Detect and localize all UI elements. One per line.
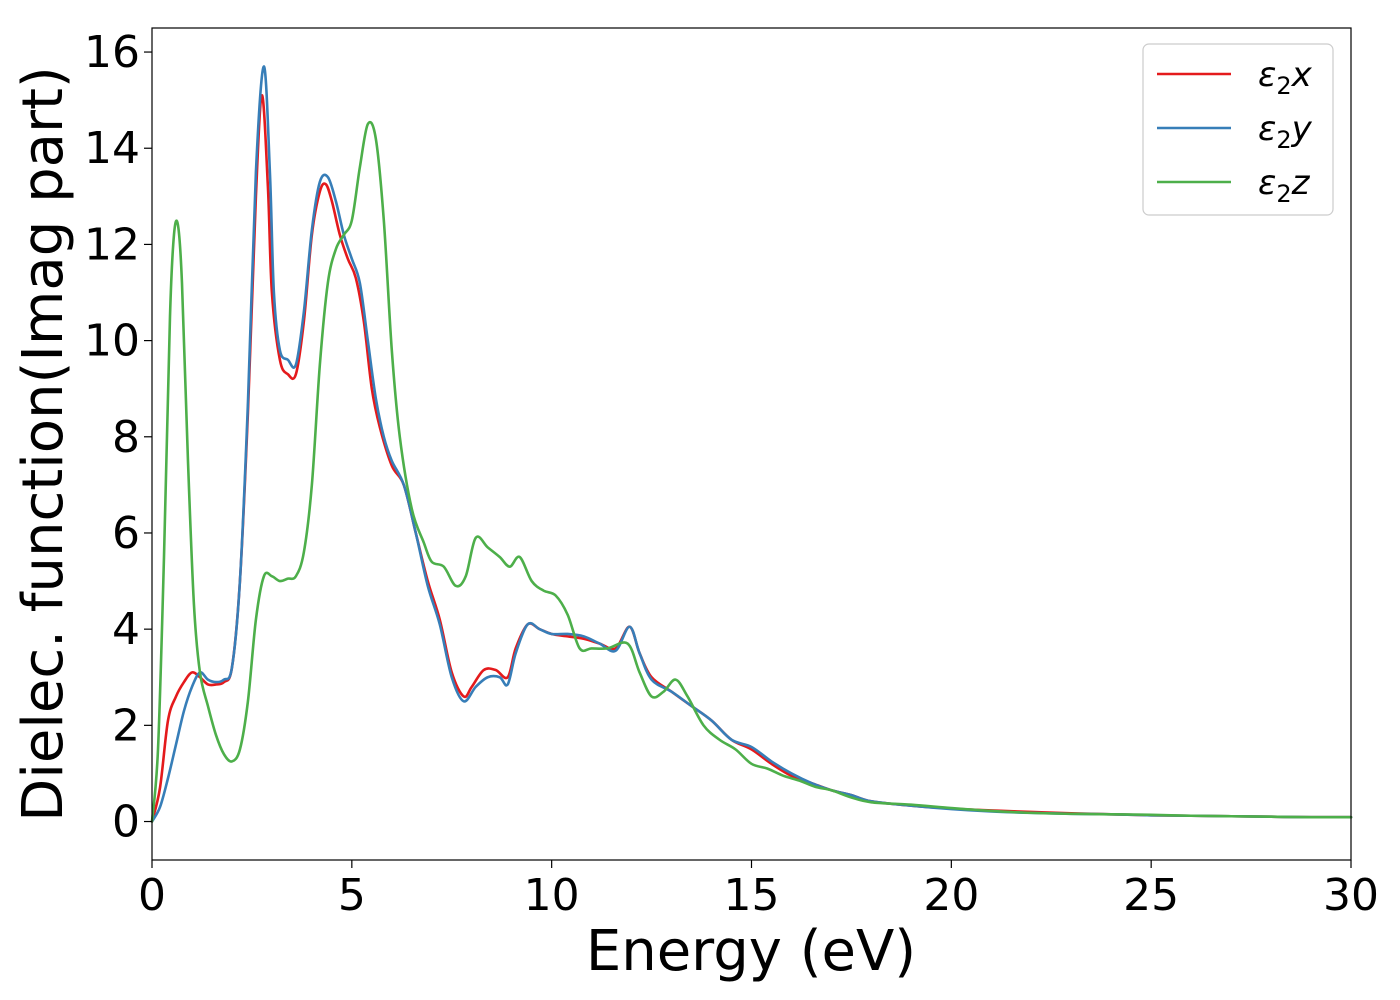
y-axis-title: Dielec. function(Imag part) <box>11 66 76 822</box>
x-axis-title: Energy (eV) <box>586 919 916 984</box>
legend: ε2x ε2y ε2z <box>1142 43 1334 216</box>
x-tick-label: 0 <box>138 870 166 921</box>
y-tick-label: 8 <box>112 412 140 463</box>
x-tick-label: 20 <box>923 870 979 921</box>
y-tick-label: 4 <box>112 604 140 655</box>
legend-label-y: ε2y <box>1258 109 1313 154</box>
x-tick-label: 25 <box>1123 870 1179 921</box>
legend-label-x: ε2x <box>1258 55 1313 100</box>
y-tick-label: 10 <box>84 316 140 367</box>
legend-box <box>1142 43 1334 216</box>
x-tick-label: 30 <box>1323 870 1379 921</box>
legend-label-z: ε2z <box>1258 163 1311 208</box>
x-tick-label: 5 <box>338 870 366 921</box>
y-axis-ticks: 0 2 4 6 8 10 12 14 16 <box>84 27 152 848</box>
y-tick-label: 12 <box>84 219 140 270</box>
series-layer <box>150 65 1353 823</box>
x-tick-label: 10 <box>524 870 580 921</box>
series-line-z <box>150 120 1353 823</box>
y-tick-label: 2 <box>112 700 140 751</box>
x-tick-label: 15 <box>724 870 780 921</box>
y-tick-label: 16 <box>84 27 140 78</box>
x-axis-ticks: 0 5 10 15 20 25 30 <box>138 860 1379 921</box>
y-tick-label: 0 <box>112 797 140 848</box>
series-line-y <box>150 65 1353 823</box>
y-tick-label: 6 <box>112 508 140 559</box>
y-tick-label: 14 <box>84 123 140 174</box>
